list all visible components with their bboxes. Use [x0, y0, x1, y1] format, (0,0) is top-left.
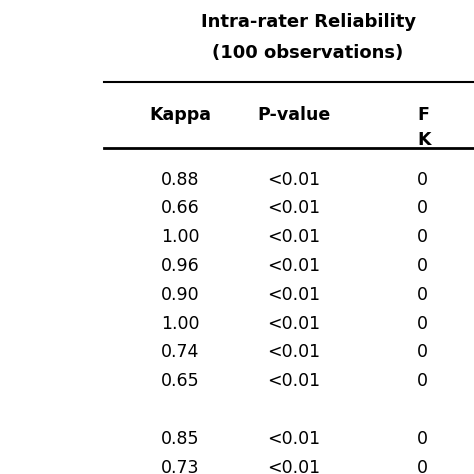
- Text: <0.01: <0.01: [267, 372, 320, 390]
- Text: (100 observations): (100 observations): [212, 45, 404, 62]
- Text: <0.01: <0.01: [267, 200, 320, 218]
- Text: <0.01: <0.01: [267, 459, 320, 474]
- Text: 0.66: 0.66: [161, 200, 200, 218]
- Text: 1.00: 1.00: [161, 228, 200, 246]
- Text: 0: 0: [417, 344, 428, 362]
- Text: <0.01: <0.01: [267, 228, 320, 246]
- Text: <0.01: <0.01: [267, 344, 320, 362]
- Text: 0: 0: [417, 257, 428, 275]
- Text: <0.01: <0.01: [267, 315, 320, 333]
- Text: 0.85: 0.85: [161, 430, 200, 448]
- Text: 1.00: 1.00: [161, 315, 200, 333]
- Text: 0.73: 0.73: [161, 459, 200, 474]
- Text: 0: 0: [417, 200, 428, 218]
- Text: Kappa: Kappa: [149, 106, 211, 124]
- Text: <0.01: <0.01: [267, 171, 320, 189]
- Text: 0: 0: [417, 286, 428, 304]
- Text: 0.88: 0.88: [161, 171, 200, 189]
- Text: P-value: P-value: [257, 106, 330, 124]
- Text: 0: 0: [417, 228, 428, 246]
- Text: 0: 0: [417, 459, 428, 474]
- Text: F: F: [417, 106, 429, 124]
- Text: <0.01: <0.01: [267, 257, 320, 275]
- Text: <0.01: <0.01: [267, 286, 320, 304]
- Text: 0.65: 0.65: [161, 372, 200, 390]
- Text: 0: 0: [417, 430, 428, 448]
- Text: 0.96: 0.96: [161, 257, 200, 275]
- Text: 0: 0: [417, 315, 428, 333]
- Text: K: K: [417, 131, 430, 149]
- Text: Intra-rater Reliability: Intra-rater Reliability: [201, 13, 416, 31]
- Text: <0.01: <0.01: [267, 430, 320, 448]
- Text: 0.74: 0.74: [161, 344, 199, 362]
- Text: 0: 0: [417, 171, 428, 189]
- Text: 0: 0: [417, 372, 428, 390]
- Text: 0.90: 0.90: [161, 286, 200, 304]
